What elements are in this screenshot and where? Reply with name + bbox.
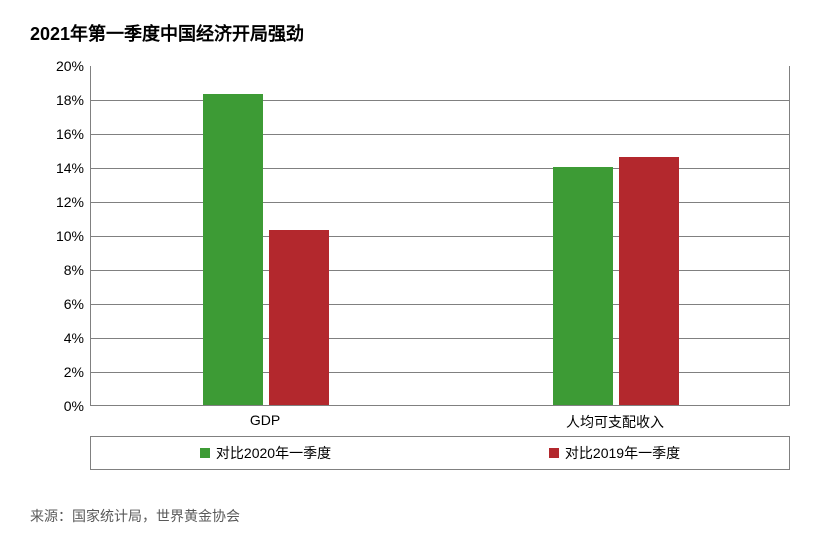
gridline <box>91 134 789 135</box>
y-axis-label: 14% <box>40 160 84 176</box>
x-axis-label: 人均可支配收入 <box>566 412 664 432</box>
gridline <box>91 372 789 373</box>
legend-item: 对比2020年一季度 <box>200 443 331 463</box>
chart-container: 对比2020年一季度对比2019年一季度 0%2%4%6%8%10%12%14%… <box>40 66 800 446</box>
bar <box>619 157 679 405</box>
x-axis-label: GDP <box>250 412 280 428</box>
y-axis-label: 0% <box>40 398 84 414</box>
legend-swatch <box>549 448 559 458</box>
legend-label: 对比2019年一季度 <box>565 443 680 463</box>
y-axis-label: 6% <box>40 296 84 312</box>
plot-area <box>90 66 790 406</box>
bar <box>203 94 263 405</box>
source-text: 来源：国家统计局，世界黄金协会 <box>30 506 801 526</box>
y-axis-label: 20% <box>40 58 84 74</box>
y-axis-label: 8% <box>40 262 84 278</box>
gridline <box>91 304 789 305</box>
bar <box>269 230 329 405</box>
gridline <box>91 338 789 339</box>
y-axis-label: 2% <box>40 364 84 380</box>
legend-swatch <box>200 448 210 458</box>
gridline <box>91 270 789 271</box>
gridline <box>91 236 789 237</box>
gridline <box>91 168 789 169</box>
gridline <box>91 100 789 101</box>
legend-item: 对比2019年一季度 <box>549 443 680 463</box>
bar <box>553 167 613 405</box>
y-axis-label: 18% <box>40 92 84 108</box>
chart-title: 2021年第一季度中国经济开局强劲 <box>30 20 801 46</box>
y-axis-label: 12% <box>40 194 84 210</box>
legend-label: 对比2020年一季度 <box>216 443 331 463</box>
y-axis-label: 16% <box>40 126 84 142</box>
gridline <box>91 202 789 203</box>
y-axis-label: 10% <box>40 228 84 244</box>
y-axis-label: 4% <box>40 330 84 346</box>
legend: 对比2020年一季度 对比2019年一季度 <box>90 436 790 470</box>
